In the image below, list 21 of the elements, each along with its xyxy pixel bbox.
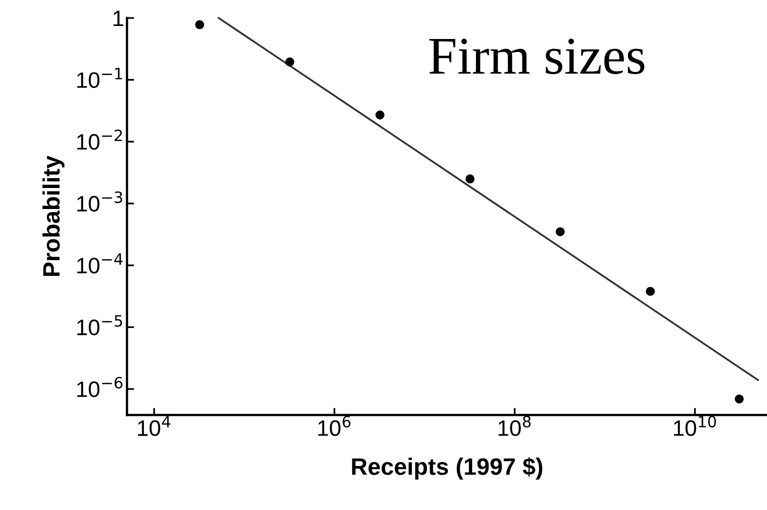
point: [734, 394, 744, 404]
point: [195, 20, 204, 30]
y-axis-title: Probability: [42, 156, 64, 276]
x-tick-label: 10$^{8}$: [498, 416, 531, 436]
point: [375, 110, 384, 120]
point: [466, 174, 475, 184]
point: [646, 286, 655, 296]
x-tick-label: 10$^{6}$: [318, 416, 350, 436]
annotation: Firm sizes: [429, 38, 644, 74]
y-tick-label: 1: [114, 10, 124, 26]
y-tick-label: 10$^{−4}$: [77, 253, 123, 274]
y-tick-label: 10$^{−3}$: [77, 191, 122, 212]
x-tick-label: 10$^{10}$: [674, 416, 716, 436]
y-tick-label: 10$^{−1}$: [77, 68, 122, 88]
x-axis-title: Receipts (1997 $): [352, 457, 542, 480]
y-tick-label: 10$^{−5}$: [77, 315, 122, 336]
x-tick-label: 10$^{4}$: [138, 416, 170, 436]
point: [285, 57, 294, 66]
y-tick-label: 10$^{−2}$: [77, 130, 122, 150]
y-tick-label: 10$^{−6}$: [77, 376, 122, 398]
point: [556, 227, 565, 236]
